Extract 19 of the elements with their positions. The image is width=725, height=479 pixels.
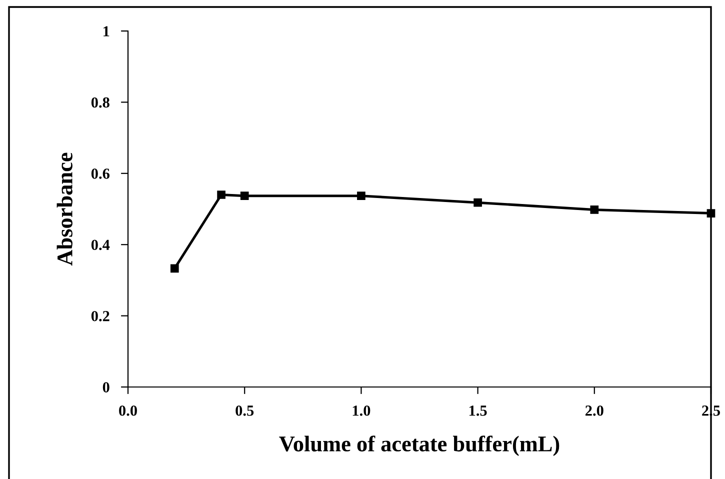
x-tick-label: 0.5 (236, 405, 254, 416)
point (474, 198, 482, 207)
x-tick-label: 1.0 (352, 405, 370, 416)
x-tick-label: 0.0 (119, 405, 137, 416)
y-tick-label: 0.2 (91, 310, 110, 322)
x-tick-label: 1.5 (469, 406, 487, 416)
x-tick-label: 2.0 (585, 405, 604, 416)
y-axis-title: Absorbance (56, 152, 72, 266)
y-tick-label: 0.4 (91, 240, 110, 250)
point (240, 192, 249, 200)
point (357, 192, 366, 200)
y-tick-label: 0 (102, 382, 110, 392)
point (590, 206, 599, 214)
y-tick-label: 1 (104, 26, 110, 36)
y-tick-label: 0.6 (91, 168, 110, 179)
point (217, 190, 226, 199)
point (170, 264, 179, 273)
y-tick-label: 0.8 (91, 97, 110, 108)
x-axis-title: Volume of acetate buffer(mL) (279, 436, 560, 456)
